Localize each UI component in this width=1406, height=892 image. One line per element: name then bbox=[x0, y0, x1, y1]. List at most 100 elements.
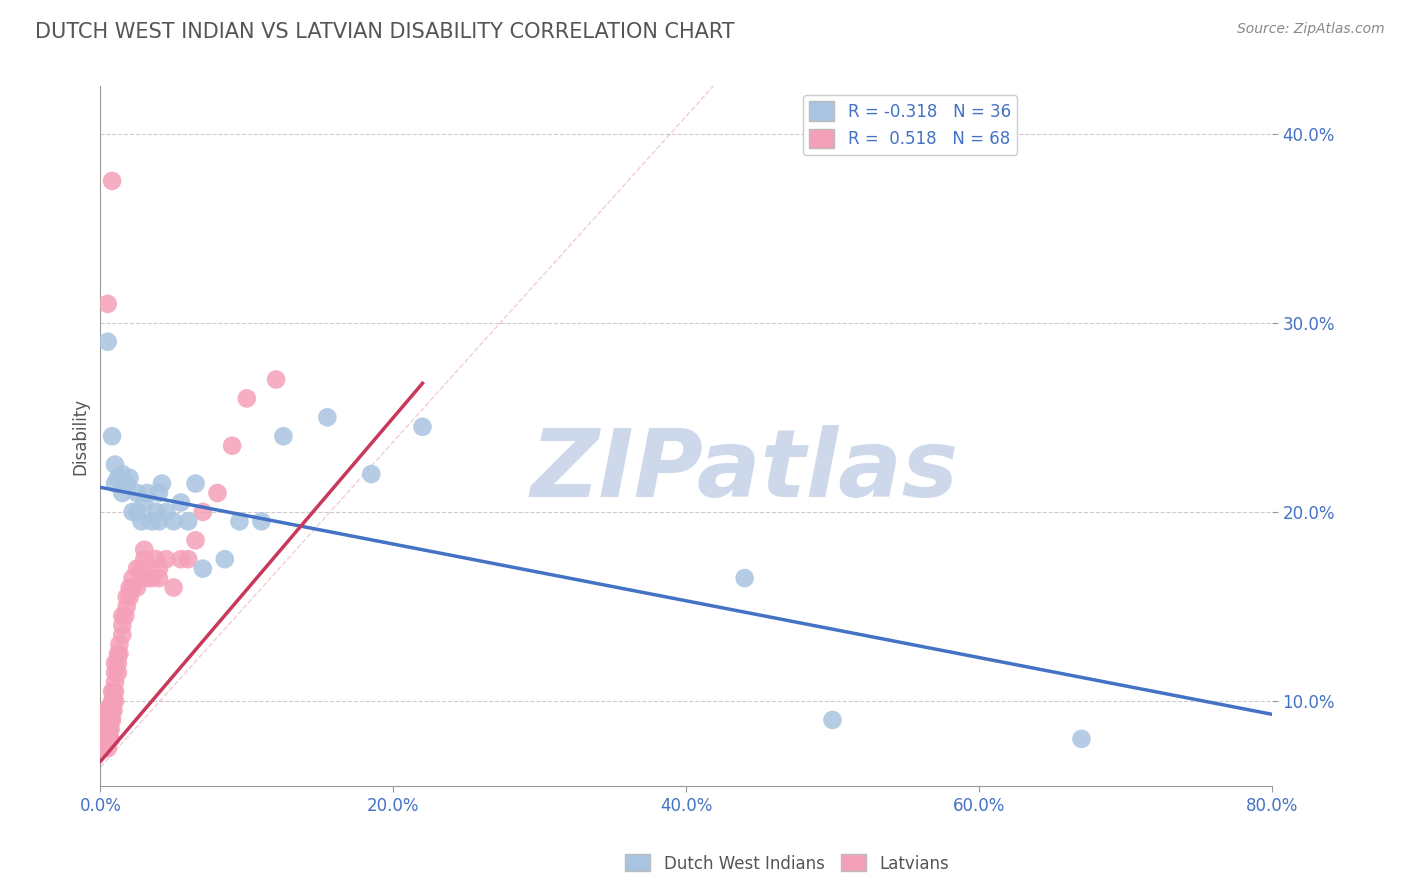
Point bbox=[145, 505, 167, 519]
Point bbox=[148, 486, 170, 500]
Point bbox=[104, 657, 127, 671]
Point bbox=[207, 486, 229, 500]
Point bbox=[98, 723, 121, 737]
Point bbox=[131, 514, 153, 528]
Point bbox=[162, 581, 184, 595]
Point bbox=[101, 429, 124, 443]
Point bbox=[148, 571, 170, 585]
Point bbox=[96, 713, 118, 727]
Point bbox=[148, 561, 170, 575]
Text: DUTCH WEST INDIAN VS LATVIAN DISABILITY CORRELATION CHART: DUTCH WEST INDIAN VS LATVIAN DISABILITY … bbox=[35, 22, 735, 42]
Point bbox=[107, 471, 129, 485]
Point bbox=[141, 571, 163, 585]
Point bbox=[107, 657, 129, 671]
Point bbox=[100, 704, 122, 718]
Point bbox=[264, 372, 287, 386]
Point bbox=[108, 647, 131, 661]
Point bbox=[97, 723, 120, 737]
Point bbox=[236, 392, 259, 406]
Point bbox=[111, 608, 134, 623]
Point bbox=[141, 514, 163, 528]
Point bbox=[170, 495, 193, 509]
Point bbox=[125, 581, 148, 595]
Point bbox=[104, 694, 127, 708]
Point bbox=[98, 731, 121, 746]
Point bbox=[91, 741, 114, 756]
Point bbox=[100, 731, 122, 746]
Point bbox=[191, 505, 214, 519]
Point bbox=[103, 704, 125, 718]
Point bbox=[103, 694, 125, 708]
Point bbox=[412, 419, 434, 434]
Point bbox=[821, 713, 844, 727]
Point bbox=[100, 713, 122, 727]
Point bbox=[104, 458, 127, 472]
Point bbox=[125, 561, 148, 575]
Point bbox=[98, 704, 121, 718]
Point bbox=[214, 552, 236, 566]
Point bbox=[96, 731, 118, 746]
Text: Source: ZipAtlas.com: Source: ZipAtlas.com bbox=[1237, 22, 1385, 37]
Point bbox=[97, 741, 120, 756]
Point bbox=[118, 590, 141, 604]
Point bbox=[93, 731, 115, 746]
Point bbox=[121, 571, 143, 585]
Point bbox=[97, 713, 120, 727]
Point bbox=[104, 684, 127, 698]
Text: ZIPatlas: ZIPatlas bbox=[530, 425, 959, 517]
Point bbox=[104, 675, 127, 690]
Point bbox=[101, 684, 124, 698]
Point bbox=[104, 476, 127, 491]
Point bbox=[93, 723, 115, 737]
Point bbox=[170, 552, 193, 566]
Point bbox=[184, 476, 207, 491]
Point bbox=[221, 439, 243, 453]
Point bbox=[111, 467, 134, 481]
Point bbox=[228, 514, 250, 528]
Point bbox=[134, 542, 156, 557]
Point bbox=[118, 581, 141, 595]
Point bbox=[108, 637, 131, 651]
Point bbox=[111, 628, 134, 642]
Point bbox=[1070, 731, 1092, 746]
Point bbox=[191, 561, 214, 575]
Point bbox=[131, 561, 153, 575]
Point bbox=[97, 297, 120, 311]
Point bbox=[162, 514, 184, 528]
Point bbox=[125, 505, 148, 519]
Point bbox=[250, 514, 273, 528]
Point bbox=[97, 704, 120, 718]
Point bbox=[115, 590, 138, 604]
Point bbox=[316, 410, 339, 425]
Point bbox=[360, 467, 382, 481]
Point bbox=[115, 599, 138, 614]
Point bbox=[136, 571, 159, 585]
Y-axis label: Disability: Disability bbox=[72, 398, 89, 475]
Point bbox=[184, 533, 207, 548]
Point bbox=[107, 647, 129, 661]
Point bbox=[134, 495, 156, 509]
Point bbox=[96, 704, 118, 718]
Point bbox=[111, 618, 134, 632]
Point bbox=[734, 571, 756, 585]
Point bbox=[134, 552, 156, 566]
Point bbox=[100, 723, 122, 737]
Point bbox=[125, 486, 148, 500]
Point bbox=[104, 665, 127, 680]
Legend: R = -0.318   N = 36, R =  0.518   N = 68: R = -0.318 N = 36, R = 0.518 N = 68 bbox=[803, 95, 1018, 155]
Point bbox=[148, 514, 170, 528]
Point bbox=[114, 608, 136, 623]
Point bbox=[273, 429, 295, 443]
Point bbox=[98, 713, 121, 727]
Point bbox=[150, 476, 173, 491]
Point bbox=[115, 476, 138, 491]
Point bbox=[103, 684, 125, 698]
Point bbox=[145, 552, 167, 566]
Point bbox=[155, 505, 177, 519]
Legend: Dutch West Indians, Latvians: Dutch West Indians, Latvians bbox=[619, 847, 956, 880]
Point bbox=[101, 713, 124, 727]
Point bbox=[155, 552, 177, 566]
Point bbox=[101, 704, 124, 718]
Point bbox=[101, 694, 124, 708]
Point bbox=[118, 471, 141, 485]
